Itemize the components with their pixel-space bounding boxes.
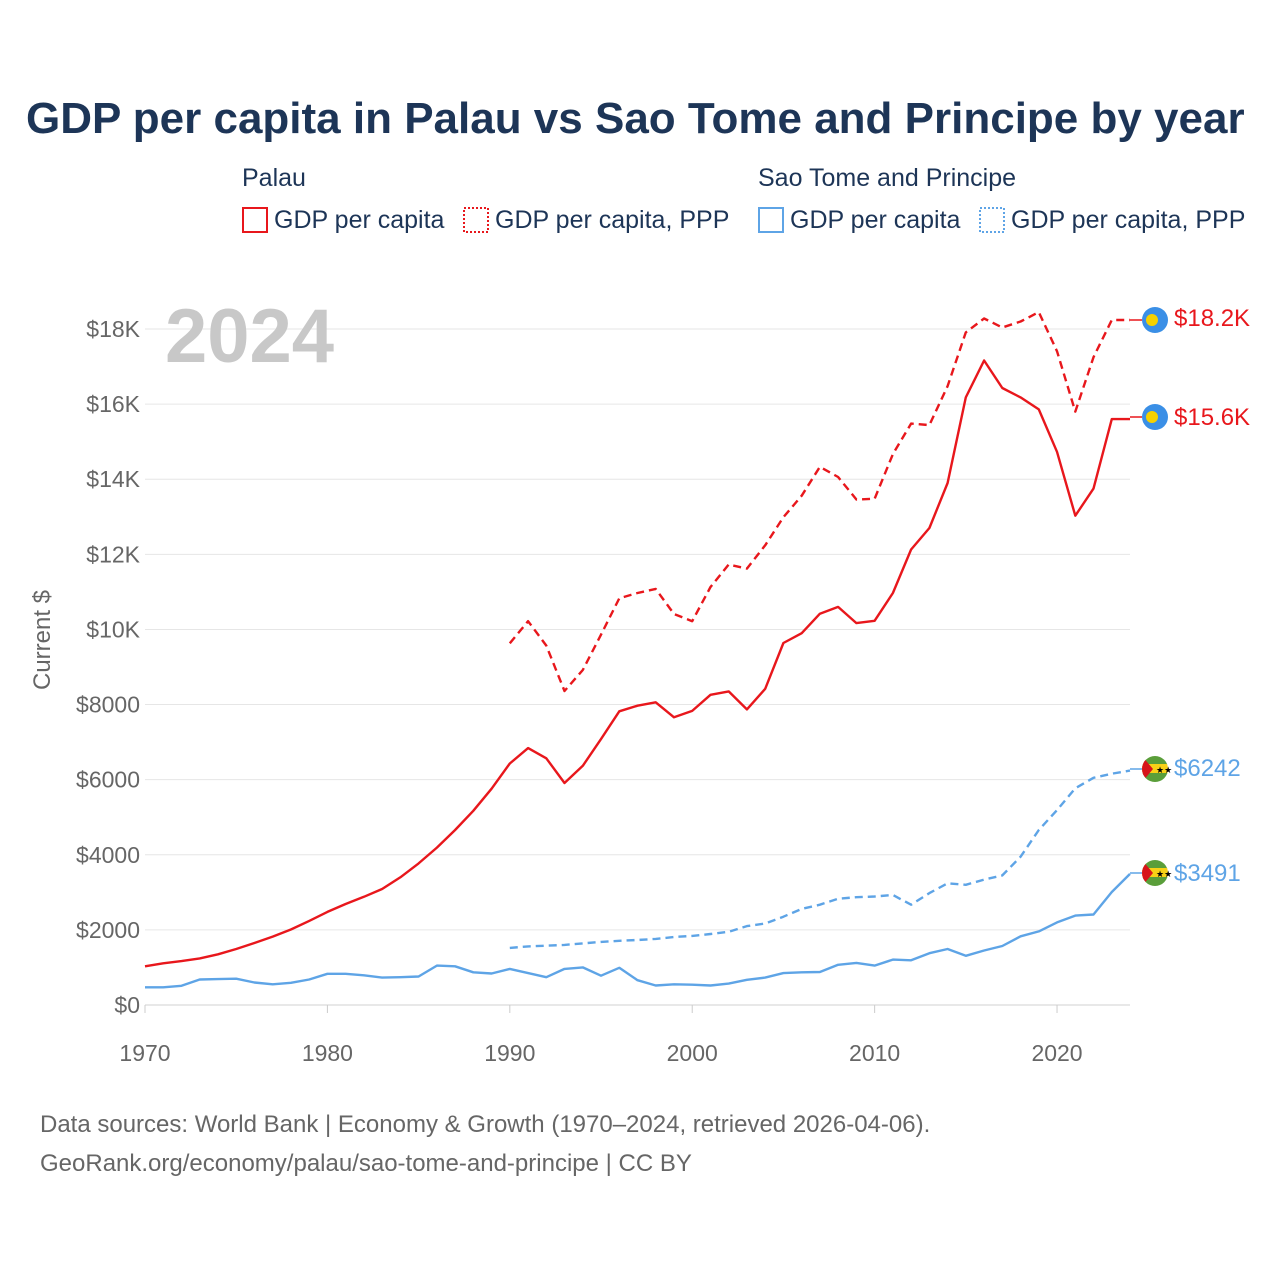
end-label-palau-ppp: $18.2K	[1174, 305, 1250, 332]
x-tick-label: 1980	[302, 1040, 353, 1066]
y-axis-ticks: $0 $2000 $4000 $6000 $8000 $10K $12K $14K $16K $1…	[76, 316, 141, 1018]
x-tick-label: 2010	[849, 1040, 900, 1066]
end-label-stp-gdp: $3491	[1174, 860, 1241, 887]
y-tick-label: $16K	[86, 391, 140, 417]
y-tick-label: $0	[114, 992, 140, 1018]
x-axis-ticks: 1970 1980 1990 2000 2010 2020	[119, 1005, 1083, 1066]
y-tick-label: $4000	[76, 842, 140, 868]
y-tick-label: $10K	[86, 616, 140, 642]
legend-label-palau-gdp[interactable]: GDP per capita	[274, 206, 445, 234]
sao-tome-flag-icon: ★★	[1142, 860, 1172, 886]
x-tick-label: 2020	[1031, 1040, 1082, 1066]
end-label-palau-gdp: $15.6K	[1174, 404, 1250, 431]
y-tick-label: $6000	[76, 767, 140, 793]
series-line-0	[144, 359, 1130, 968]
svg-text:★★: ★★	[1156, 869, 1172, 879]
x-tick-label: 2000	[667, 1040, 718, 1066]
series-line-1	[508, 310, 1130, 693]
legend-swatch-stp-gdp[interactable]	[758, 207, 784, 233]
x-tick-label: 1970	[119, 1040, 170, 1066]
source-line-2: GeoRank.org/economy/palau/sao-tome-and-p…	[40, 1150, 692, 1177]
y-tick-label: $14K	[86, 466, 140, 492]
legend-label-stp-gdp[interactable]: GDP per capita	[790, 206, 961, 234]
y-axis-label: Current $	[29, 590, 56, 690]
chart-title: GDP per capita in Palau vs Sao Tome and …	[26, 94, 1245, 143]
y-tick-label: $12K	[86, 541, 140, 567]
y-tick-label: $8000	[76, 692, 140, 718]
svg-text:★★: ★★	[1156, 765, 1172, 775]
palau-flag-icon	[1142, 404, 1168, 430]
legend-group-palau: Palau	[242, 164, 306, 192]
legend-swatch-stp-ppp[interactable]	[979, 207, 1005, 233]
end-connectors	[1130, 319, 1142, 874]
year-label: 2024	[165, 294, 334, 379]
grid	[145, 328, 1130, 1006]
y-tick-label: $18K	[86, 316, 140, 342]
x-tick-label: 1990	[484, 1040, 535, 1066]
legend-group-stp: Sao Tome and Principe	[758, 164, 1016, 192]
legend: Palau GDP per capita GDP per capita, PPP…	[242, 164, 1245, 234]
source-line-1: Data sources: World Bank | Economy & Gro…	[40, 1111, 930, 1138]
y-tick-label: $2000	[76, 917, 140, 943]
series-line-3	[509, 769, 1131, 950]
legend-label-stp-ppp[interactable]: GDP per capita, PPP	[1011, 206, 1245, 234]
series-line-2	[145, 873, 1131, 989]
legend-label-palau-ppp[interactable]: GDP per capita, PPP	[495, 206, 729, 234]
legend-swatch-palau-gdp[interactable]	[242, 207, 268, 233]
end-label-stp-ppp: $6242	[1174, 755, 1241, 782]
series-lines	[144, 310, 1131, 989]
palau-flag-icon	[1142, 307, 1168, 333]
legend-swatch-palau-ppp[interactable]	[463, 207, 489, 233]
sao-tome-flag-icon: ★★	[1142, 756, 1172, 782]
